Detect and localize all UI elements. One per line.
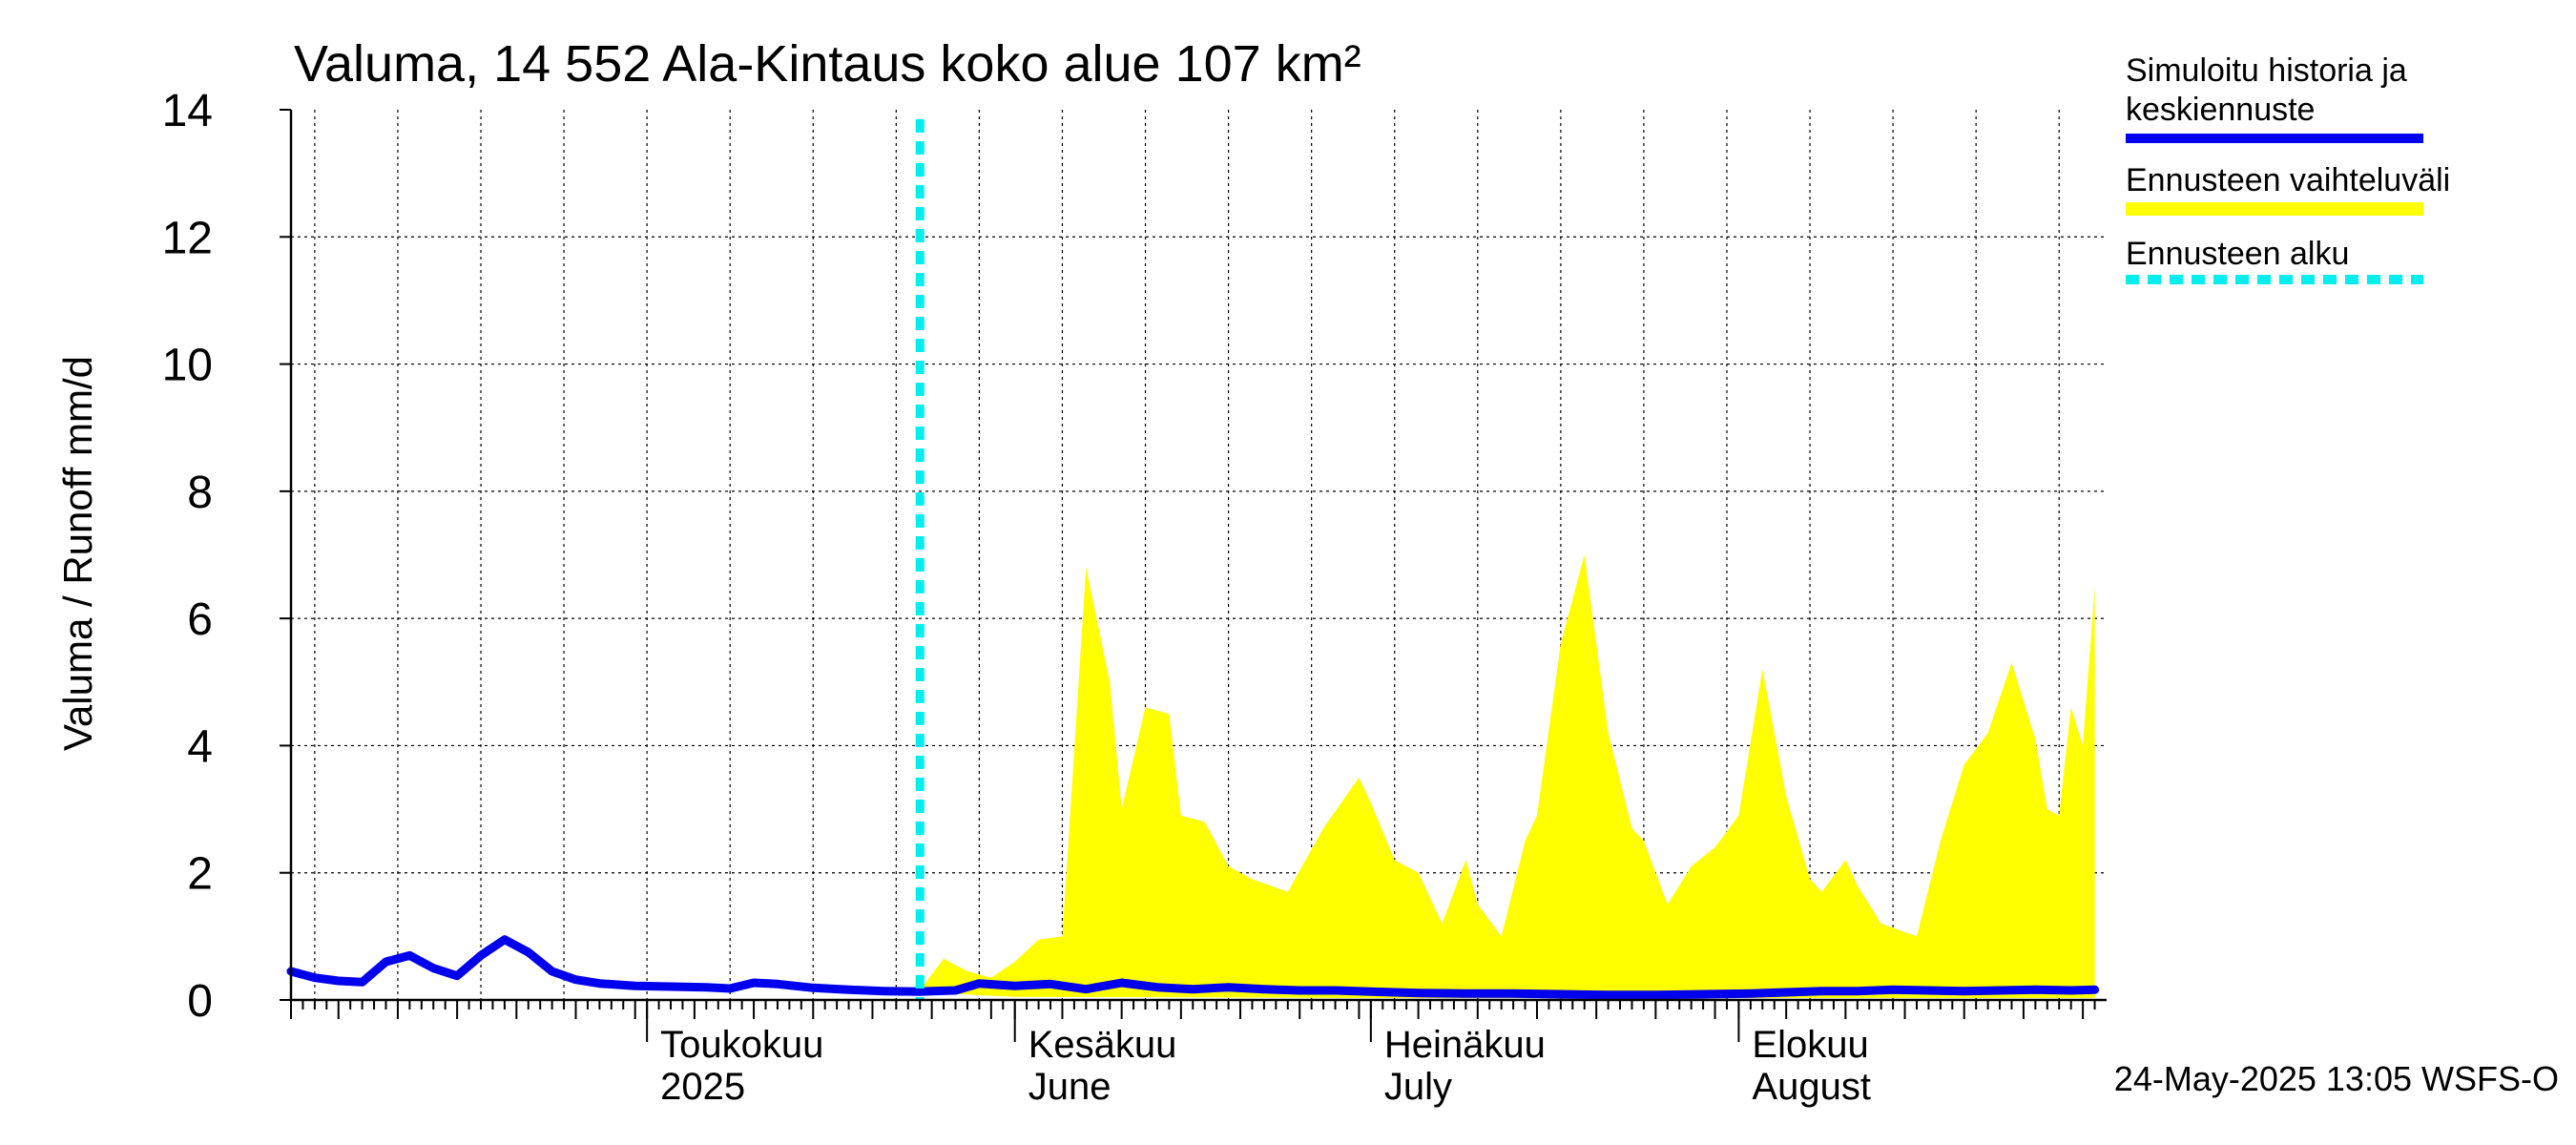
month-label-fi: Elokuu	[1752, 1024, 1868, 1066]
footer-timestamp: 24-May-2025 13:05 WSFS-O	[2114, 1059, 2559, 1098]
legend-label-series-1: Simuloitu historia ja	[2126, 52, 2407, 89]
range-band-area	[920, 554, 2095, 998]
y-tick-label: 4	[187, 721, 213, 772]
y-tick-label: 14	[162, 86, 213, 136]
month-label-en: August	[1752, 1066, 1871, 1108]
month-label-fi: Heinäkuu	[1384, 1024, 1546, 1066]
legend-label-series-2: keskiennuste	[2126, 92, 2315, 128]
series-lines	[286, 935, 2100, 1000]
forecast-range-band	[920, 554, 2095, 998]
month-label-en: June	[1028, 1066, 1111, 1108]
y-tick-labels: 0 2 4 6 8 10 12 14	[162, 86, 213, 1027]
chart-title: Valuma, 14 552 Ala-Kintaus koko alue 107…	[294, 35, 1361, 93]
y-tick-label: 0	[187, 976, 213, 1027]
y-tick-label: 8	[187, 468, 213, 518]
axes	[280, 109, 2107, 1042]
legend-label-forecast-start: Ennusteen alku	[2126, 236, 2349, 272]
series-line	[286, 935, 2100, 1000]
y-axis-label: Valuma / Runoff mm/d	[55, 356, 100, 751]
y-tick-label: 10	[162, 341, 213, 391]
y-tick-label: 6	[187, 594, 213, 645]
month-label-en: 2025	[660, 1066, 745, 1108]
month-label-fi: Kesäkuu	[1028, 1024, 1177, 1066]
legend-label-band: Ennusteen vaihteluväli	[2126, 162, 2450, 198]
y-tick-label: 2	[187, 849, 213, 900]
month-label-en: July	[1384, 1066, 1452, 1108]
month-label-fi: Toukokuu	[660, 1024, 823, 1066]
y-tick-label: 12	[162, 213, 213, 263]
